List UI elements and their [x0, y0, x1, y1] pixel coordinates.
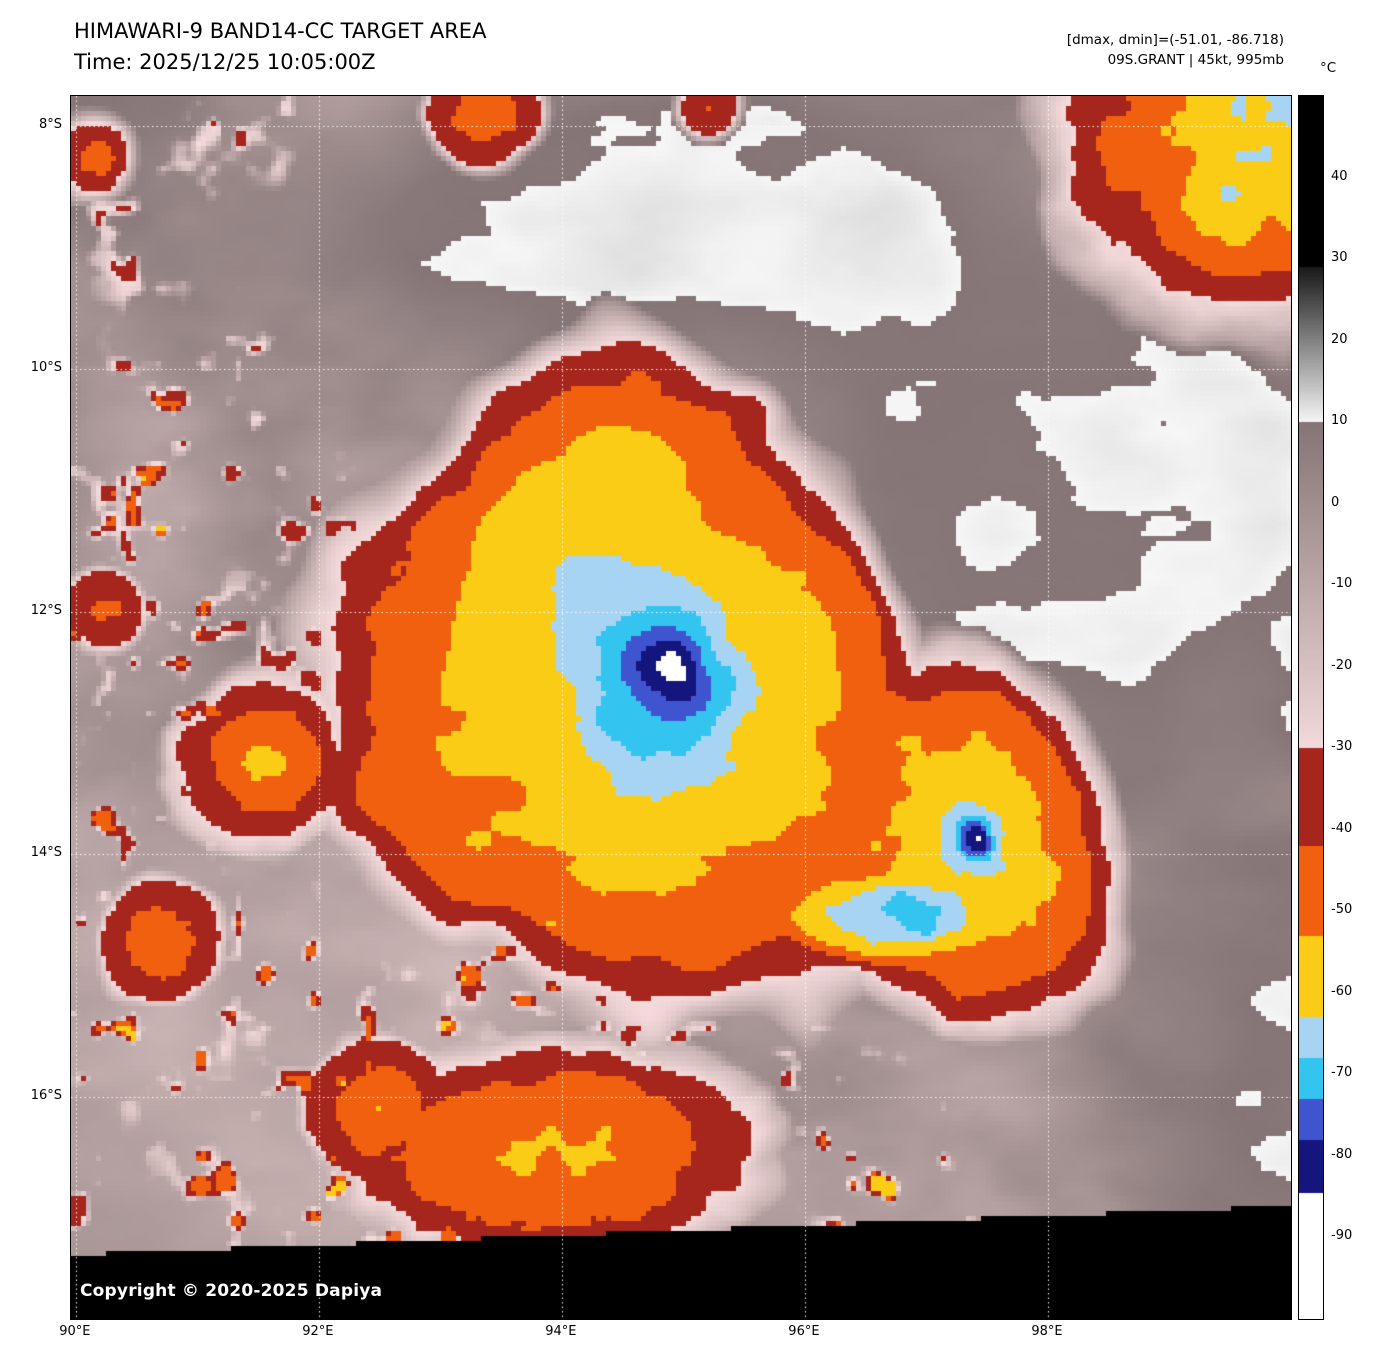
colorbar-tick-label: -80 — [1331, 1146, 1353, 1162]
page-title: HIMAWARI-9 BAND14-CC TARGET AREA — [74, 19, 487, 43]
colorbar-tick-label: 10 — [1331, 413, 1348, 429]
lat-tick-label: 10°S — [30, 359, 62, 375]
lat-tick-label: 12°S — [30, 602, 62, 618]
satellite-map-canvas — [70, 95, 1292, 1320]
colorbar-tick-label: -10 — [1331, 576, 1353, 592]
info-block: [dmax, dmin]=(-51.01, -86.718) 09S.GRANT… — [1067, 30, 1284, 70]
lon-tick-label: 94°E — [545, 1324, 577, 1339]
copyright-text: Copyright © 2020-2025 Dapiya — [80, 1281, 383, 1301]
colorbar-tick-label: 30 — [1331, 250, 1348, 266]
dmax-dmin-readout: [dmax, dmin]=(-51.01, -86.718) — [1066, 32, 1284, 48]
lat-tick-label: 8°S — [38, 117, 62, 133]
colorbar — [1298, 95, 1324, 1320]
colorbar-tick-label: 40 — [1331, 168, 1348, 184]
colorbar-tick-label: -30 — [1331, 739, 1353, 755]
colorbar-tick-label: 0 — [1331, 494, 1340, 510]
colorbar-tick-label: -70 — [1331, 1065, 1353, 1081]
lon-tick-label: 96°E — [788, 1324, 820, 1339]
lat-tick-label: 16°S — [30, 1087, 62, 1103]
lon-tick-label: 98°E — [1031, 1324, 1063, 1339]
colorbar-tick-label: -60 — [1331, 983, 1353, 999]
colorbar-tick-label: -40 — [1331, 820, 1353, 836]
lon-tick-label: 92°E — [302, 1324, 334, 1339]
colorbar-unit-label: °C — [1320, 60, 1337, 76]
lat-tick-label: 14°S — [30, 845, 62, 861]
storm-info: 09S.GRANT | 45kt, 995mb — [1107, 52, 1284, 68]
timestamp: Time: 2025/12/25 10:05:00Z — [74, 50, 376, 74]
header-block: HIMAWARI-9 BAND14-CC TARGET AREA Time: 2… — [74, 16, 486, 78]
colorbar-tick-label: -90 — [1331, 1228, 1353, 1244]
colorbar-tick-label: -50 — [1331, 902, 1353, 918]
colorbar-tick-label: 20 — [1331, 331, 1348, 347]
lon-tick-label: 90°E — [59, 1324, 91, 1339]
colorbar-tick-label: -20 — [1331, 657, 1353, 673]
